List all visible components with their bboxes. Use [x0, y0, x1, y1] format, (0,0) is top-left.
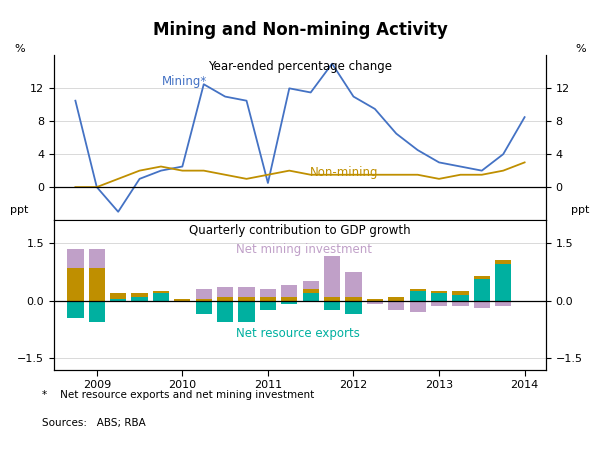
Bar — [131, 297, 148, 301]
Bar — [367, 298, 383, 301]
Text: Mining*: Mining* — [162, 75, 208, 88]
Bar — [495, 260, 511, 264]
Bar — [452, 301, 469, 306]
Bar — [89, 268, 105, 301]
Bar — [346, 272, 362, 297]
Bar — [367, 301, 383, 304]
Bar — [238, 301, 254, 322]
Bar — [217, 301, 233, 322]
Bar — [388, 297, 404, 301]
Text: Quarterly contribution to GDP growth: Quarterly contribution to GDP growth — [189, 225, 411, 237]
Bar — [131, 301, 148, 303]
Bar — [346, 297, 362, 301]
Bar — [153, 293, 169, 301]
Bar — [174, 301, 190, 303]
Bar — [367, 301, 383, 303]
Bar — [281, 285, 298, 297]
Bar — [473, 276, 490, 280]
Bar — [410, 301, 426, 312]
Bar — [67, 268, 83, 301]
Bar — [238, 297, 254, 301]
Text: ppt: ppt — [10, 205, 29, 214]
Bar — [495, 301, 511, 306]
Bar — [324, 297, 340, 301]
Bar — [110, 298, 127, 301]
Bar — [67, 249, 83, 268]
Bar — [217, 287, 233, 297]
Text: %: % — [14, 44, 25, 54]
Text: Year-ended percentage change: Year-ended percentage change — [208, 61, 392, 73]
Text: Net mining investment: Net mining investment — [236, 243, 372, 256]
Bar — [452, 291, 469, 295]
Bar — [324, 301, 340, 310]
Bar — [388, 301, 404, 310]
Bar — [302, 293, 319, 301]
Bar — [238, 287, 254, 297]
Bar — [196, 298, 212, 301]
Bar — [324, 256, 340, 297]
Bar — [110, 293, 127, 298]
Bar — [431, 301, 447, 306]
Text: ppt: ppt — [571, 205, 590, 214]
Bar — [495, 264, 511, 301]
Bar — [302, 289, 319, 293]
Bar — [431, 293, 447, 301]
Bar — [67, 301, 83, 318]
Bar — [473, 280, 490, 301]
Bar — [196, 289, 212, 298]
Bar — [260, 297, 276, 301]
Text: *    Net resource exports and net mining investment: * Net resource exports and net mining in… — [42, 390, 314, 401]
Bar — [281, 297, 298, 301]
Bar — [217, 297, 233, 301]
Text: Net resource exports: Net resource exports — [236, 327, 360, 340]
Text: Non-mining: Non-mining — [310, 165, 379, 179]
Bar — [260, 289, 276, 297]
Bar — [89, 301, 105, 322]
Bar — [410, 289, 426, 291]
Bar — [174, 298, 190, 301]
Bar — [260, 301, 276, 310]
Bar — [346, 301, 362, 314]
Bar — [302, 281, 319, 289]
Text: %: % — [575, 44, 586, 54]
Bar — [431, 291, 447, 293]
Bar — [452, 295, 469, 301]
Text: Mining and Non-mining Activity: Mining and Non-mining Activity — [152, 21, 448, 39]
Bar — [131, 293, 148, 297]
Text: Sources:   ABS; RBA: Sources: ABS; RBA — [42, 418, 146, 428]
Bar — [410, 291, 426, 301]
Bar — [473, 301, 490, 308]
Bar — [196, 301, 212, 314]
Bar — [281, 301, 298, 304]
Bar — [89, 249, 105, 268]
Bar — [153, 291, 169, 293]
